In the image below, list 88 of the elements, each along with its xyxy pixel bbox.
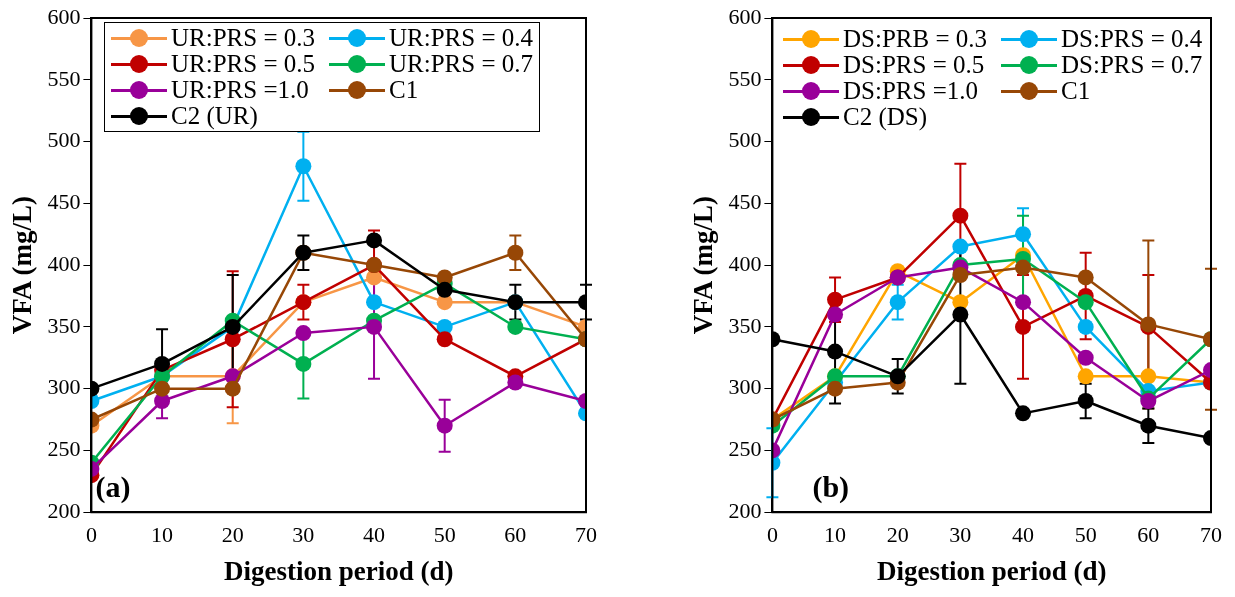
- y-tick-label: 350: [47, 312, 81, 338]
- y-axis-title: VFA (mg/L): [688, 195, 719, 335]
- x-tick-label: 20: [886, 522, 909, 548]
- point: [1077, 393, 1094, 410]
- y-tick-label: 400: [728, 250, 762, 276]
- x-tick-label: 10: [151, 522, 174, 548]
- x-tick-label: 50: [433, 522, 456, 548]
- y-tick-label: 450: [728, 189, 762, 215]
- x-tick-label: 40: [1012, 522, 1035, 548]
- y-tick-label: 300: [728, 374, 762, 400]
- legend-label: DS:PRS = 0.5: [843, 51, 985, 78]
- y-tick-label: 600: [728, 3, 762, 29]
- x-tick-label: 70: [1200, 522, 1222, 548]
- y-tick-label: 500: [728, 127, 762, 153]
- point: [1015, 318, 1032, 335]
- legend-label: UR:PRS = 0.5: [171, 50, 316, 77]
- x-tick-label: 60: [1137, 522, 1160, 548]
- legend-label: C2 (UR): [171, 102, 258, 129]
- point: [1015, 226, 1032, 243]
- x-axis-title: Digestion period (d): [876, 555, 1107, 586]
- legend-label: UR:PRS = 0.4: [389, 24, 534, 51]
- y-tick-label: 350: [728, 312, 762, 338]
- point: [1077, 294, 1094, 311]
- x-tick-label: 30: [949, 522, 972, 548]
- y-tick-label: 200: [728, 497, 762, 523]
- legend-label: C2 (DS): [843, 103, 928, 130]
- annotation: (b): [812, 469, 850, 504]
- point: [295, 355, 312, 372]
- point: [1077, 368, 1094, 385]
- point: [436, 331, 453, 348]
- y-tick-label: 400: [47, 250, 81, 276]
- point: [366, 294, 383, 311]
- legend-label: UR:PRS =1.0: [171, 76, 309, 103]
- legend-label: DS:PRS =1.0: [843, 77, 978, 104]
- y-tick-label: 450: [47, 189, 81, 215]
- y-tick-label: 300: [47, 374, 81, 400]
- x-tick-label: 70: [575, 522, 597, 548]
- point: [436, 417, 453, 434]
- legend-label: DS:PRS = 0.7: [1061, 51, 1203, 78]
- legend-label: DS:PRS = 0.4: [1061, 25, 1203, 52]
- y-tick-label: 250: [728, 436, 762, 462]
- point: [507, 244, 524, 261]
- y-tick-label: 250: [47, 436, 81, 462]
- legend-label: UR:PRS = 0.3: [171, 24, 316, 51]
- x-tick-label: 40: [363, 522, 386, 548]
- point: [366, 232, 383, 249]
- point: [1015, 259, 1032, 276]
- y-axis-title: VFA (mg/L): [7, 195, 38, 335]
- x-axis-title: Digestion period (d): [223, 555, 454, 586]
- point: [1140, 368, 1157, 385]
- legend-label: C1: [389, 76, 419, 103]
- y-tick-label: 550: [47, 65, 81, 91]
- point: [507, 318, 524, 335]
- point: [827, 306, 844, 323]
- point: [952, 207, 969, 224]
- legend-label: DS:PRB = 0.3: [843, 25, 988, 52]
- point: [889, 294, 906, 311]
- point: [1077, 318, 1094, 335]
- point: [952, 266, 969, 283]
- point: [1077, 349, 1094, 366]
- point: [952, 306, 969, 323]
- point: [1015, 405, 1032, 422]
- legend-label: C1: [1061, 77, 1091, 104]
- point: [295, 325, 312, 342]
- x-tick-label: 60: [504, 522, 527, 548]
- point: [366, 318, 383, 335]
- x-tick-label: 30: [292, 522, 315, 548]
- point: [827, 380, 844, 397]
- x-tick-label: 10: [824, 522, 847, 548]
- point: [436, 281, 453, 298]
- point: [952, 238, 969, 255]
- point: [507, 374, 524, 391]
- point: [1140, 417, 1157, 434]
- point: [295, 158, 312, 175]
- point: [1015, 294, 1032, 311]
- y-tick-label: 600: [47, 3, 81, 29]
- point: [827, 291, 844, 308]
- legend-label: UR:PRS = 0.7: [389, 50, 534, 77]
- y-tick-label: 550: [728, 65, 762, 91]
- y-tick-label: 200: [47, 497, 81, 523]
- x-tick-label: 20: [221, 522, 244, 548]
- point: [1077, 269, 1094, 286]
- y-tick-label: 500: [47, 127, 81, 153]
- x-tick-label: 50: [1074, 522, 1097, 548]
- annotation: (a): [95, 469, 131, 504]
- point: [827, 343, 844, 360]
- x-tick-label: 0: [766, 522, 778, 548]
- x-tick-label: 0: [85, 522, 97, 548]
